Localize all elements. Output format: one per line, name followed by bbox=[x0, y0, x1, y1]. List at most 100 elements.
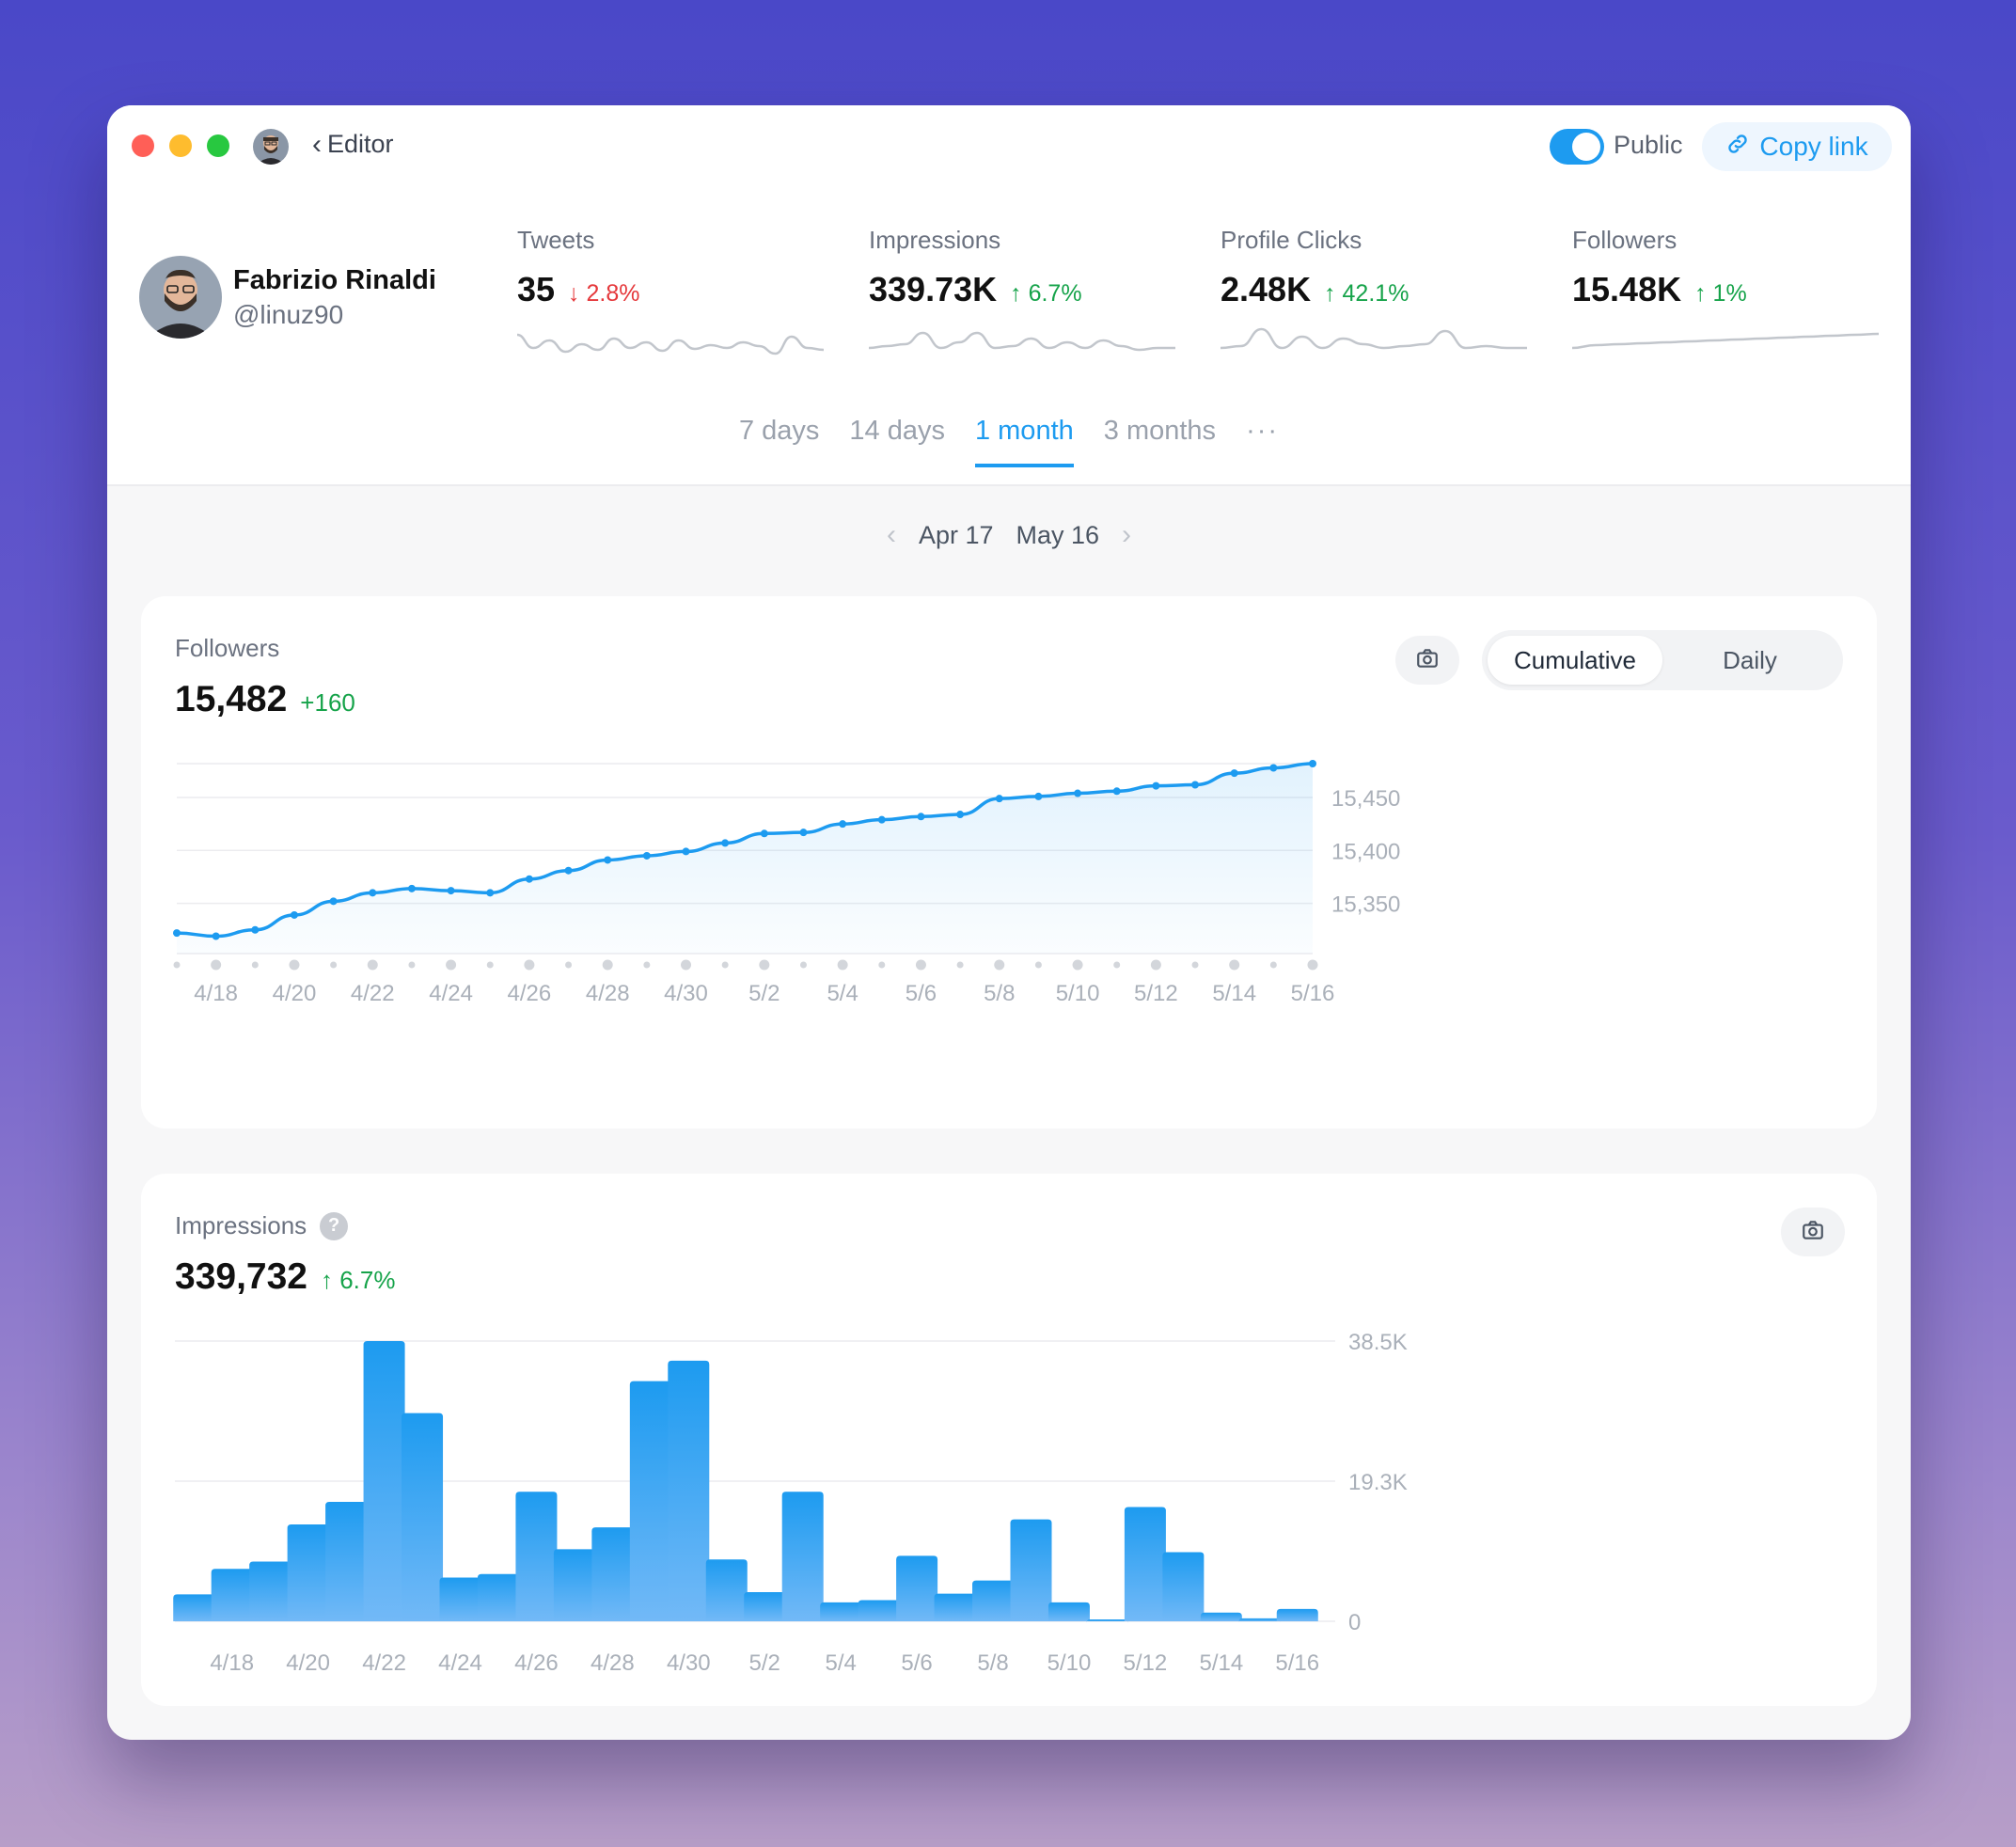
stat-value: 15.48K bbox=[1572, 270, 1682, 308]
stat-delta-value: 2.8% bbox=[586, 280, 640, 307]
zoom-window-button[interactable] bbox=[207, 134, 229, 157]
x-tick-label: 5/10 bbox=[1056, 981, 1100, 1006]
x-tick-label: 4/22 bbox=[351, 981, 395, 1006]
x-tick-dot bbox=[799, 961, 807, 969]
x-tick-label: 4/24 bbox=[429, 981, 473, 1006]
x-tick-label: 4/26 bbox=[508, 981, 552, 1006]
question-mark-icon[interactable]: ? bbox=[320, 1211, 349, 1240]
impressions-title-row: Impressions ? bbox=[175, 1211, 349, 1240]
arrow-up-icon: ↑ bbox=[1010, 280, 1022, 307]
data-point bbox=[877, 815, 886, 824]
public-toggle[interactable] bbox=[1550, 129, 1604, 165]
x-tick-dot bbox=[643, 961, 651, 969]
data-point bbox=[1269, 764, 1278, 772]
profile-name: Fabrizio Rinaldi bbox=[233, 264, 436, 295]
impressions-bar bbox=[1200, 1612, 1242, 1621]
impressions-card: 0 19.3K 38.5K 4/18 4/20 4/22 4/24 4/26 4/28 4/30 5… bbox=[141, 1174, 1877, 1706]
stat-tweets[interactable]: Tweets 35 ↓ 2.8% bbox=[517, 226, 827, 355]
stat-followers[interactable]: Followers 15.48K ↑ 1% bbox=[1572, 226, 1882, 350]
x-tick-label: 5/4 bbox=[827, 981, 858, 1006]
x-tick-label: 4/30 bbox=[664, 981, 708, 1006]
x-tick-label: 4/28 bbox=[591, 1650, 635, 1676]
impressions-bar bbox=[744, 1592, 786, 1621]
tab-14-days[interactable]: 14 days bbox=[849, 416, 945, 446]
data-point bbox=[486, 889, 495, 897]
profile-handle: @linuz90 bbox=[233, 299, 344, 329]
data-point bbox=[329, 897, 338, 906]
x-tick-label: 5/12 bbox=[1124, 1650, 1168, 1676]
stat-value: 35 bbox=[517, 270, 556, 308]
stat-profile-clicks[interactable]: Profile Clicks 2.48K ↑ 42.1% bbox=[1221, 226, 1531, 350]
range-end: May 16 bbox=[1016, 520, 1100, 549]
header-panel: ‹ Editor Public Copy link Fabrizio Rinal… bbox=[107, 105, 1911, 486]
range-start: Apr 17 bbox=[918, 520, 994, 549]
data-point bbox=[1074, 789, 1082, 797]
x-tick-label: 4/28 bbox=[586, 981, 630, 1006]
minimize-window-button[interactable] bbox=[169, 134, 192, 157]
impressions-delta: ↑ 6.7% bbox=[321, 1266, 396, 1295]
impressions-chart: 0 19.3K 38.5K 4/18 4/20 4/22 4/24 4/26 4/28 4/30 5… bbox=[173, 1330, 1408, 1676]
titlebar: ‹ Editor Public Copy link bbox=[107, 105, 1911, 190]
titlebar-avatar[interactable] bbox=[253, 129, 289, 165]
data-point bbox=[251, 925, 260, 934]
y-tick-label: 0 bbox=[1348, 1610, 1361, 1635]
impressions-bar bbox=[934, 1593, 976, 1621]
x-tick-label: 4/22 bbox=[362, 1650, 406, 1676]
x-tick-dot bbox=[1229, 959, 1240, 971]
stat-label: Followers bbox=[1572, 226, 1677, 254]
arrow-up-icon: ↑ bbox=[1694, 280, 1707, 307]
x-tick-label: 4/24 bbox=[438, 1650, 482, 1676]
tab-more[interactable]: ··· bbox=[1246, 416, 1280, 446]
mode-cumulative[interactable]: Cumulative bbox=[1488, 636, 1662, 685]
followers-screenshot-button[interactable] bbox=[1395, 636, 1459, 685]
link-icon bbox=[1725, 132, 1750, 163]
mode-daily[interactable]: Daily bbox=[1723, 645, 1777, 674]
x-tick-label: 5/8 bbox=[977, 1650, 1008, 1676]
x-tick-label: 5/16 bbox=[1275, 1650, 1319, 1676]
x-tick-dot bbox=[173, 961, 181, 969]
impressions-bar bbox=[972, 1580, 1015, 1621]
followers-total: 15,482 bbox=[175, 679, 288, 719]
camera-icon bbox=[1801, 1218, 1825, 1247]
followers-mode-toggle: Cumulative Daily bbox=[1482, 630, 1843, 690]
y-tick-label: 15,450 bbox=[1331, 786, 1400, 812]
tab-3-months[interactable]: 3 months bbox=[1103, 416, 1217, 446]
data-point bbox=[956, 811, 965, 819]
impressions-bar bbox=[211, 1569, 253, 1621]
prev-range-button[interactable]: ‹ bbox=[886, 519, 896, 550]
stat-impressions[interactable]: Impressions 339.73K ↑ 6.7% bbox=[869, 226, 1179, 352]
impressions-bar bbox=[668, 1360, 710, 1621]
x-tick-dot bbox=[1269, 961, 1277, 969]
stat-delta: ↑ 42.1% bbox=[1324, 280, 1409, 308]
y-tick-label: 15,400 bbox=[1331, 839, 1400, 864]
stat-delta: ↑ 1% bbox=[1694, 280, 1747, 308]
x-tick-dot bbox=[486, 961, 494, 969]
back-to-editor-link[interactable]: ‹ Editor bbox=[312, 130, 394, 159]
arrow-up-icon: ↑ bbox=[1324, 280, 1336, 307]
close-window-button[interactable] bbox=[132, 134, 154, 157]
data-point bbox=[369, 889, 377, 897]
impressions-bar bbox=[1276, 1608, 1318, 1621]
x-tick-dot bbox=[211, 959, 222, 971]
x-tick-dot bbox=[289, 959, 300, 971]
range-tabs: 7 days 14 days 1 month 3 months ··· bbox=[107, 416, 1911, 467]
x-tick-dot bbox=[565, 961, 573, 969]
impressions-screenshot-button[interactable] bbox=[1781, 1208, 1845, 1256]
data-point bbox=[447, 887, 455, 895]
impressions-bar bbox=[705, 1559, 748, 1621]
data-point bbox=[995, 795, 1003, 803]
impressions-bar bbox=[173, 1594, 215, 1621]
stat-label: Impressions bbox=[869, 226, 1001, 254]
copy-link-button[interactable]: Copy link bbox=[1702, 122, 1892, 171]
arrow-up-icon: ↑ bbox=[320, 1266, 333, 1294]
public-label: Public bbox=[1614, 131, 1683, 159]
x-tick-label: 5/6 bbox=[906, 981, 937, 1006]
stat-delta: ↓ 2.8% bbox=[568, 280, 639, 308]
data-point bbox=[407, 884, 416, 892]
impressions-bar bbox=[1238, 1618, 1281, 1622]
sparkline bbox=[1572, 332, 1879, 350]
next-range-button[interactable]: › bbox=[1122, 519, 1132, 550]
tab-1-month[interactable]: 1 month bbox=[974, 416, 1074, 467]
impressions-delta-value: 6.7% bbox=[339, 1266, 396, 1294]
tab-7-days[interactable]: 7 days bbox=[738, 416, 820, 446]
